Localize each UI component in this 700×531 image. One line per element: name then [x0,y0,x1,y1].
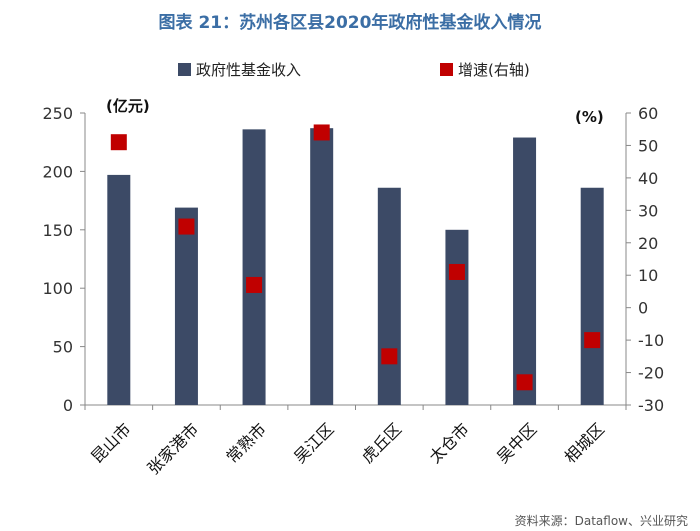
left-tick-label: 100 [42,279,73,298]
growth-marker [381,348,398,365]
left-tick-label: 250 [42,104,73,123]
category-label: 吴江区 [290,419,337,466]
growth-marker [584,332,601,349]
category-label: 虎丘区 [358,419,405,466]
category-label: 张家港市 [144,419,203,478]
bar [174,207,198,405]
bar [377,187,401,405]
bar [107,174,131,405]
growth-marker [110,134,127,151]
category-label: 昆山市 [87,419,134,466]
right-tick-label: 20 [638,234,658,253]
bar [580,187,604,405]
growth-marker [448,263,465,280]
growth-marker [178,218,195,235]
category-label: 太仓市 [425,419,472,466]
right-tick-label: -30 [638,396,664,415]
left-tick-label: 0 [63,396,73,415]
bar [445,229,469,405]
bar [242,129,266,406]
growth-marker [313,124,330,141]
category-label: 吴中区 [493,419,540,466]
legend-marker-label: 增速(右轴) [458,61,530,79]
growth-marker [516,374,533,391]
category-label: 常熟市 [223,419,270,466]
right-tick-label: -10 [638,331,664,350]
right-tick-label: 10 [638,266,658,285]
left-tick-label: 200 [42,162,73,181]
growth-marker [246,276,263,293]
axes: 0 50 100 150 200 250 -30 -20 -10 0 10 20 30 40 50 60 (亿元… [42,97,664,478]
category-label: 相城区 [561,419,608,466]
chart-title: 图表 21：苏州各区县2020年政府性基金收入情况 [158,13,542,33]
right-axis-unit: (%) [575,108,604,126]
left-axis-unit: (亿元) [106,97,150,115]
left-tick-label: 50 [53,338,73,357]
right-tick-label: 0 [638,299,648,318]
bars [107,128,604,406]
right-tick-label: 60 [638,104,658,123]
legend-bar-swatch [178,63,191,76]
bar [513,137,537,405]
legend-bar-label: 政府性基金收入 [196,61,301,79]
right-tick-label: 50 [638,136,658,155]
markers [110,124,601,391]
legend-marker-swatch [440,63,453,76]
right-tick-label: 40 [638,169,658,188]
bar [310,128,334,405]
source-note: 资料来源：Dataflow、兴业研究 [514,514,688,528]
left-tick-label: 150 [42,221,73,240]
right-tick-label: 30 [638,201,658,220]
legend: 政府性基金收入 增速(右轴) [178,61,530,79]
right-tick-label: -20 [638,364,664,383]
